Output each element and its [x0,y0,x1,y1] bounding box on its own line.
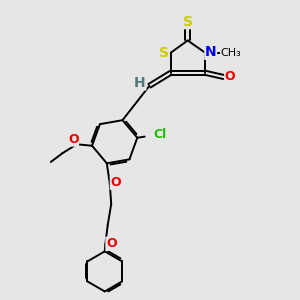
Text: O: O [68,133,79,146]
Text: CH₃: CH₃ [220,48,241,58]
Text: O: O [110,176,121,189]
Text: Cl: Cl [153,128,166,141]
Text: S: S [159,46,169,60]
Text: H: H [134,76,146,90]
Text: S: S [183,15,193,28]
Text: O: O [225,70,236,83]
Text: N: N [205,45,217,59]
Text: O: O [106,237,116,250]
